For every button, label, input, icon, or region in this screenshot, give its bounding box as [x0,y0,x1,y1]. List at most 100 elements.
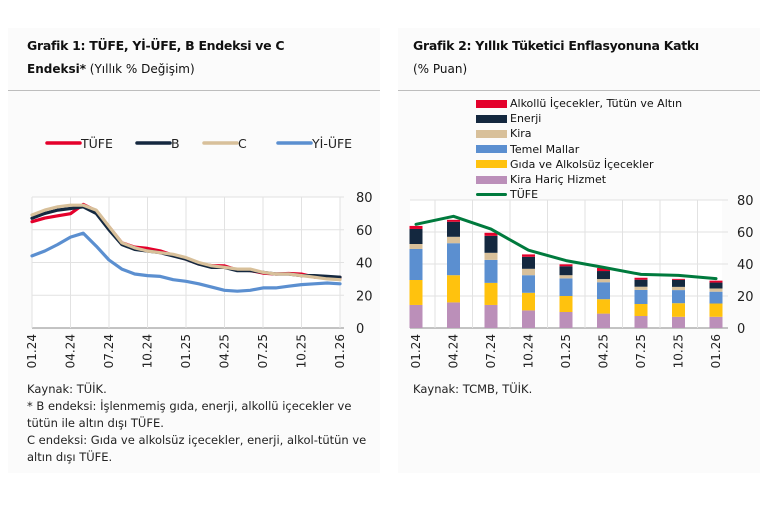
chart1-title: Grafik 1: TÜFE, Yİ-ÜFE, B Endeksi ve C [27,38,285,53]
chart1-x-tick-label: 01.26 [333,334,347,368]
chart2-bar-segment-kira [522,268,535,276]
chart2-bar-segment-g-da-ve-alkols-z-i-ecekler [447,275,460,303]
chart2-note-source: Kaynak: TCMB, TÜİK. [413,382,533,396]
chart1-legend-label: TÜFE [80,135,113,151]
chart2-legend-label: Kira [510,127,532,141]
chart2-legend-item: Kira [476,126,682,141]
chart2-y-tick-label: 0 [737,322,745,337]
chart2-bar-segment-kira-hari-hizmet [709,316,723,328]
chart2-y-tick-label: 80 [737,194,754,209]
chart2-legend-item: Temel Mallar [476,142,682,157]
chart2-bar-segment-g-da-ve-alkols-z-i-ecekler [559,296,573,312]
chart2-bar-segment-kira [597,279,610,283]
chart1-y-tick-label: 40 [356,257,373,272]
chart2-x-tick-label: 04.24 [447,334,461,368]
chart1-x-tick-label: 07.24 [102,334,116,368]
chart2-bar-segment-temel-mallar [522,275,535,293]
chart2-legend-label: Temel Mallar [510,142,580,156]
chart2-divider [398,90,760,91]
chart2-bar-segment-kira-hari-hizmet [672,316,685,328]
chart2-bar-segment-kira-hari-hizmet [409,304,423,328]
chart2-bar-segment-temel-mallar [559,278,573,296]
chart2-legend-label: Alkollü İçecekler, Tütün ve Altın [510,97,683,110]
chart2-subtitle: (% Puan) [413,62,468,76]
chart2-x-tick-label: 01.26 [709,334,723,368]
chart1-y-tick-label: 60 [356,224,373,239]
chart2-notes: Kaynak: TCMB, TÜİK. [413,381,532,398]
chart2-bar-segment-enerji [522,256,535,269]
chart2-bar-segment-alkoll-i-ecekler-t-t-n-ve-alt-n [447,219,460,222]
chart1-y-tick-label: 80 [356,191,373,206]
chart1-x-tick-label: 04.25 [218,334,232,368]
chart2-legend-label: Gıda ve Alkolsüz İçecekler [510,157,654,171]
chart2-bar-segment-g-da-ve-alkols-z-i-ecekler [672,303,685,317]
chart2-bar-segment-temel-mallar [484,259,498,283]
chart2-legend-item: Enerji [476,111,682,126]
chart2-bar-segment-alkoll-i-ecekler-t-t-n-ve-alt-n [409,225,423,229]
chart2-legend-item: TÜFE [476,187,682,202]
chart2-bar-segment-enerji [484,235,498,253]
chart2-bar-segment-alkoll-i-ecekler-t-t-n-ve-alt-n [484,232,498,236]
chart2-bar-segment-alkoll-i-ecekler-t-t-n-ve-alt-n [709,280,723,283]
chart1-x-tick-label: 01.24 [25,334,39,368]
chart2-bar-segment-g-da-ve-alkols-z-i-ecekler [409,280,423,305]
chart2-y-tick-label: 20 [737,290,754,305]
chart2-legend-swatch [476,145,507,154]
chart2-bar-segment-alkoll-i-ecekler-t-t-n-ve-alt-n [634,277,648,280]
chart2-bar-segment-enerji [634,279,648,287]
chart2-bar-segment-enerji [559,266,573,276]
chart1-note-b-def-2: tütün ile altın dışı TÜFE. [27,416,164,430]
chart2-bar-segment-enerji [709,282,723,289]
chart1-notes: Kaynak: TÜİK. * B endeksi: İşlenmemiş gı… [27,381,366,466]
chart2-bar-segment-kira [672,286,685,291]
chart1-x-tick-label: 01.25 [179,334,193,368]
chart2-bar-segment-kira-hari-hizmet [634,316,648,328]
chart2-legend-item: Alkollü İçecekler, Tütün ve Altın [476,96,682,111]
chart1-y-tick-label: 20 [356,289,373,304]
chart2-bar-segment-kira [634,286,648,290]
chart2-bar-segment-g-da-ve-alkols-z-i-ecekler [484,282,498,305]
chart1-legend-label: Yİ-ÜFE [311,135,352,151]
chart2-tufe-line [414,214,718,281]
chart2-legend-swatch [476,193,507,197]
chart2-y-tick-label: 60 [737,226,754,241]
chart2-legend-swatch [476,160,507,169]
chart2-bar-segment-temel-mallar [409,248,423,280]
chart2-bar-segment-kira [447,236,460,244]
chart2-x-tick-label: 07.24 [484,334,498,368]
chart1-x-tick-label: 04.24 [64,334,78,368]
chart2-bar-segment-temel-mallar [447,243,460,276]
chart2-bar-segment-kira-hari-hizmet [484,304,498,328]
chart1-note-b-def-1: * B endeksi: İşlenmemiş gıda, enerji, al… [27,399,352,413]
chart2-bar-segment-enerji [597,271,610,280]
chart2-legend-swatch [476,175,507,184]
chart2-bar-segment-g-da-ve-alkols-z-i-ecekler [709,303,723,317]
chart2-bar-segment-g-da-ve-alkols-z-i-ecekler [634,304,648,316]
chart2-bar-segment-g-da-ve-alkols-z-i-ecekler [522,292,535,311]
chart1-x-tick-label: 07.25 [256,334,270,368]
chart2-bar-segment-temel-mallar [709,291,723,304]
chart1-y-tick-label: 0 [356,322,364,337]
chart2-legend-swatch [476,114,507,123]
chart1-x-tick-label: 10.25 [295,334,309,368]
chart2-bar-segment-enerji [672,279,685,287]
chart2-bar-segment-enerji [447,221,460,237]
chart2-legend: Alkollü İçecekler, Tütün ve Altın Enerji K… [476,96,682,202]
chart2-bar-segment-temel-mallar [634,289,648,304]
chart2-bar-segment-temel-mallar [597,282,610,300]
chart2-x-tick-label: 01.24 [409,334,423,368]
chart2-x-tick-label: 07.25 [634,334,648,368]
chart2-bar-segment-alkoll-i-ecekler-t-t-n-ve-alt-n [522,254,535,257]
chart2-x-tick-label: 10.24 [522,334,536,368]
chart2-bar-segment-temel-mallar [672,290,685,304]
chart2-legend-item: Gıda ve Alkolsüz İçecekler [476,157,682,172]
chart2-bar-segment-enerji [409,228,423,244]
chart2-legend-swatch [476,99,507,108]
chart1-series-line-yi-fe [30,231,342,293]
chart2-bar-segment-kira [409,244,423,249]
chart2-bar-segment-kira [709,288,723,292]
chart1-divider [8,90,380,91]
chart1-note-source: Kaynak: TÜİK. [27,382,107,396]
